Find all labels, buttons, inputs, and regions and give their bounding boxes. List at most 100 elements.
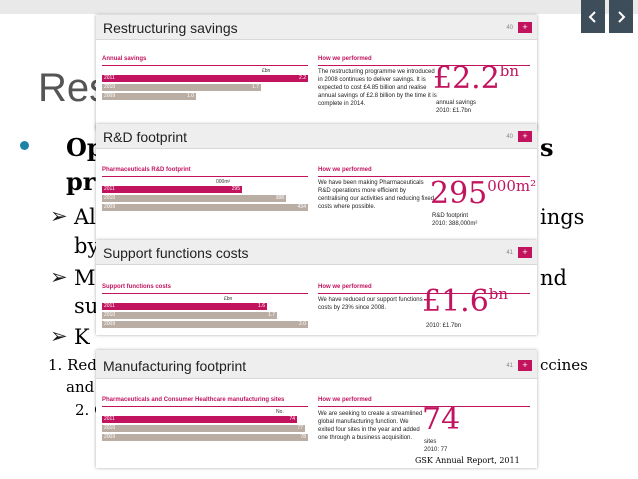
bar-2011: 2011 2.2 (102, 75, 308, 82)
card-header: Restructuring savings 40 + (96, 15, 537, 40)
page-number: 40 (506, 25, 513, 31)
performance-title: How we performed (318, 397, 372, 403)
key-figure-value: 74 (422, 402, 461, 437)
sub-bullet-b-line2: su (74, 294, 99, 318)
slide-top-band (0, 0, 638, 14)
bar-value-label: 295 (231, 186, 240, 192)
previous-slide-button[interactable] (581, 0, 605, 33)
key-figure-comparison: 2010: £1.7bn (426, 323, 462, 329)
card-title: Restructuring savings (103, 20, 238, 36)
bar-year-label: 2010 (104, 425, 116, 431)
chart-unit: No. (276, 409, 284, 415)
bar-year-label: 2010 (104, 312, 116, 318)
chart-title: Support functions costs (102, 284, 171, 290)
bar-value-label: 77 (297, 425, 303, 431)
bar-value-label: 2.2 (299, 75, 306, 81)
key-figure-comparison: 2010: 388,000m² (432, 221, 478, 227)
card-title: Support functions costs (103, 245, 249, 261)
key-figure-caption: annual savings (436, 100, 477, 106)
performance-title: How we performed (318, 167, 372, 173)
sub-bullet-arrow-icon: ➢ (50, 204, 68, 228)
bar-year-label: 2011 (104, 186, 115, 192)
bar-year-label: 2009 (104, 321, 116, 327)
chart-title: Pharmaceuticals and Consumer Healthcare … (102, 397, 285, 403)
bar-2009: 2009 2.0 (102, 321, 308, 328)
key-figure: £2.2bn (433, 61, 519, 96)
bar-value-label: 1.7 (252, 84, 259, 90)
divider (102, 406, 308, 407)
chevron-right-icon (618, 11, 626, 23)
card-header: R&D footprint 40 + (96, 124, 537, 149)
chart-title: Pharmaceuticals R&D footprint (102, 167, 191, 173)
divider (102, 176, 308, 177)
bar-2010: 2010 1.7 (102, 84, 261, 91)
bar-2011: 2011 74 (102, 416, 297, 423)
chart-unit: 000m² (216, 179, 231, 185)
key-figure-value: £1.6 (422, 284, 489, 319)
bar-year-label: 2010 (104, 84, 116, 90)
page-number: 41 (506, 250, 513, 256)
bar-2011: 2011 295 (102, 186, 242, 193)
performance-description: The restructuring programme we introduce… (318, 69, 437, 107)
page-tag: + (518, 131, 532, 142)
page-tag: + (518, 247, 532, 258)
sub-bullet-a-line2: by (74, 234, 100, 258)
key-figure: 74 (422, 402, 460, 437)
next-slide-button[interactable] (609, 0, 633, 33)
bar-value-label: 1.7 (268, 312, 275, 318)
chart-title: Annual savings (102, 56, 147, 62)
numbered-1-end: ccines (540, 356, 588, 374)
bullet-1-end: s (540, 133, 554, 162)
bar-2010: 2010 77 (102, 425, 305, 432)
sub-bullet-b-end: nd (540, 266, 567, 290)
bar-year-label: 2009 (104, 93, 116, 99)
divider (318, 65, 530, 66)
performance-description: We have been making Pharmaceuticals R&D … (318, 180, 435, 210)
divider (318, 406, 530, 407)
bar-value-label: 74 (289, 416, 295, 422)
key-figure: 295000m² (430, 176, 536, 211)
sub-bullet-a-start: Al (74, 205, 96, 229)
sub-bullet-arrow-icon: ➢ (50, 324, 68, 348)
key-figure-value: 295 (430, 176, 488, 211)
bar-year-label: 2011 (104, 416, 115, 422)
card-title: R&D footprint (103, 129, 188, 145)
bar-value-label: 2.0 (299, 321, 306, 327)
numbered-1-cont: and (66, 378, 95, 396)
bar-year-label: 2011 (104, 75, 115, 81)
key-figure-unit: 000m² (487, 177, 537, 195)
bar-value-label: 1.6 (258, 303, 265, 309)
bar-value-label: 78 (300, 434, 306, 440)
bar-value-label: 1.0 (187, 93, 194, 99)
source-caption: GSK Annual Report, 2011 (415, 456, 520, 465)
performance-title: How we performed (318, 284, 372, 290)
sub-bullet-b-start: M (74, 266, 96, 290)
bar-2011: 2011 1.6 (102, 303, 267, 310)
key-figure-unit: bn (488, 285, 509, 303)
key-figure-caption: R&D footprint (432, 213, 469, 219)
sub-bullet-c-start: K (74, 325, 90, 349)
bullet-dot (20, 141, 29, 150)
performance-description: We are seeking to create a streamlined g… (318, 411, 423, 441)
restructuring-savings-card: Restructuring savings 40 + Annual saving… (96, 15, 537, 130)
page-tag: + (518, 360, 532, 371)
manufacturing-footprint-card: Manufacturing footprint 41 + Pharmaceuti… (96, 350, 537, 468)
chart-unit: £bn (224, 296, 233, 302)
key-figure-unit: bn (499, 62, 520, 80)
bar-value-label: 388 (275, 195, 284, 201)
divider (102, 65, 308, 66)
bar-2010: 2010 1.7 (102, 312, 277, 319)
page-number: 41 (506, 363, 513, 369)
chevron-left-icon (588, 11, 596, 23)
key-figure-value: £2.2 (433, 61, 500, 96)
bar-2009: 2009 434 (102, 204, 308, 211)
bar-value-label: 434 (297, 204, 306, 210)
bar-2010: 2010 388 (102, 195, 286, 202)
card-title: Manufacturing footprint (103, 358, 247, 374)
key-figure-caption: sites (424, 439, 437, 445)
rd-footprint-card: R&D footprint 40 + Pharmaceuticals R&D f… (96, 124, 537, 240)
card-header: Support functions costs 41 + (96, 240, 537, 265)
bar-year-label: 2009 (104, 434, 116, 440)
chart-unit: £bn (262, 68, 271, 74)
key-figure-comparison: 2010: 77 (424, 447, 448, 453)
